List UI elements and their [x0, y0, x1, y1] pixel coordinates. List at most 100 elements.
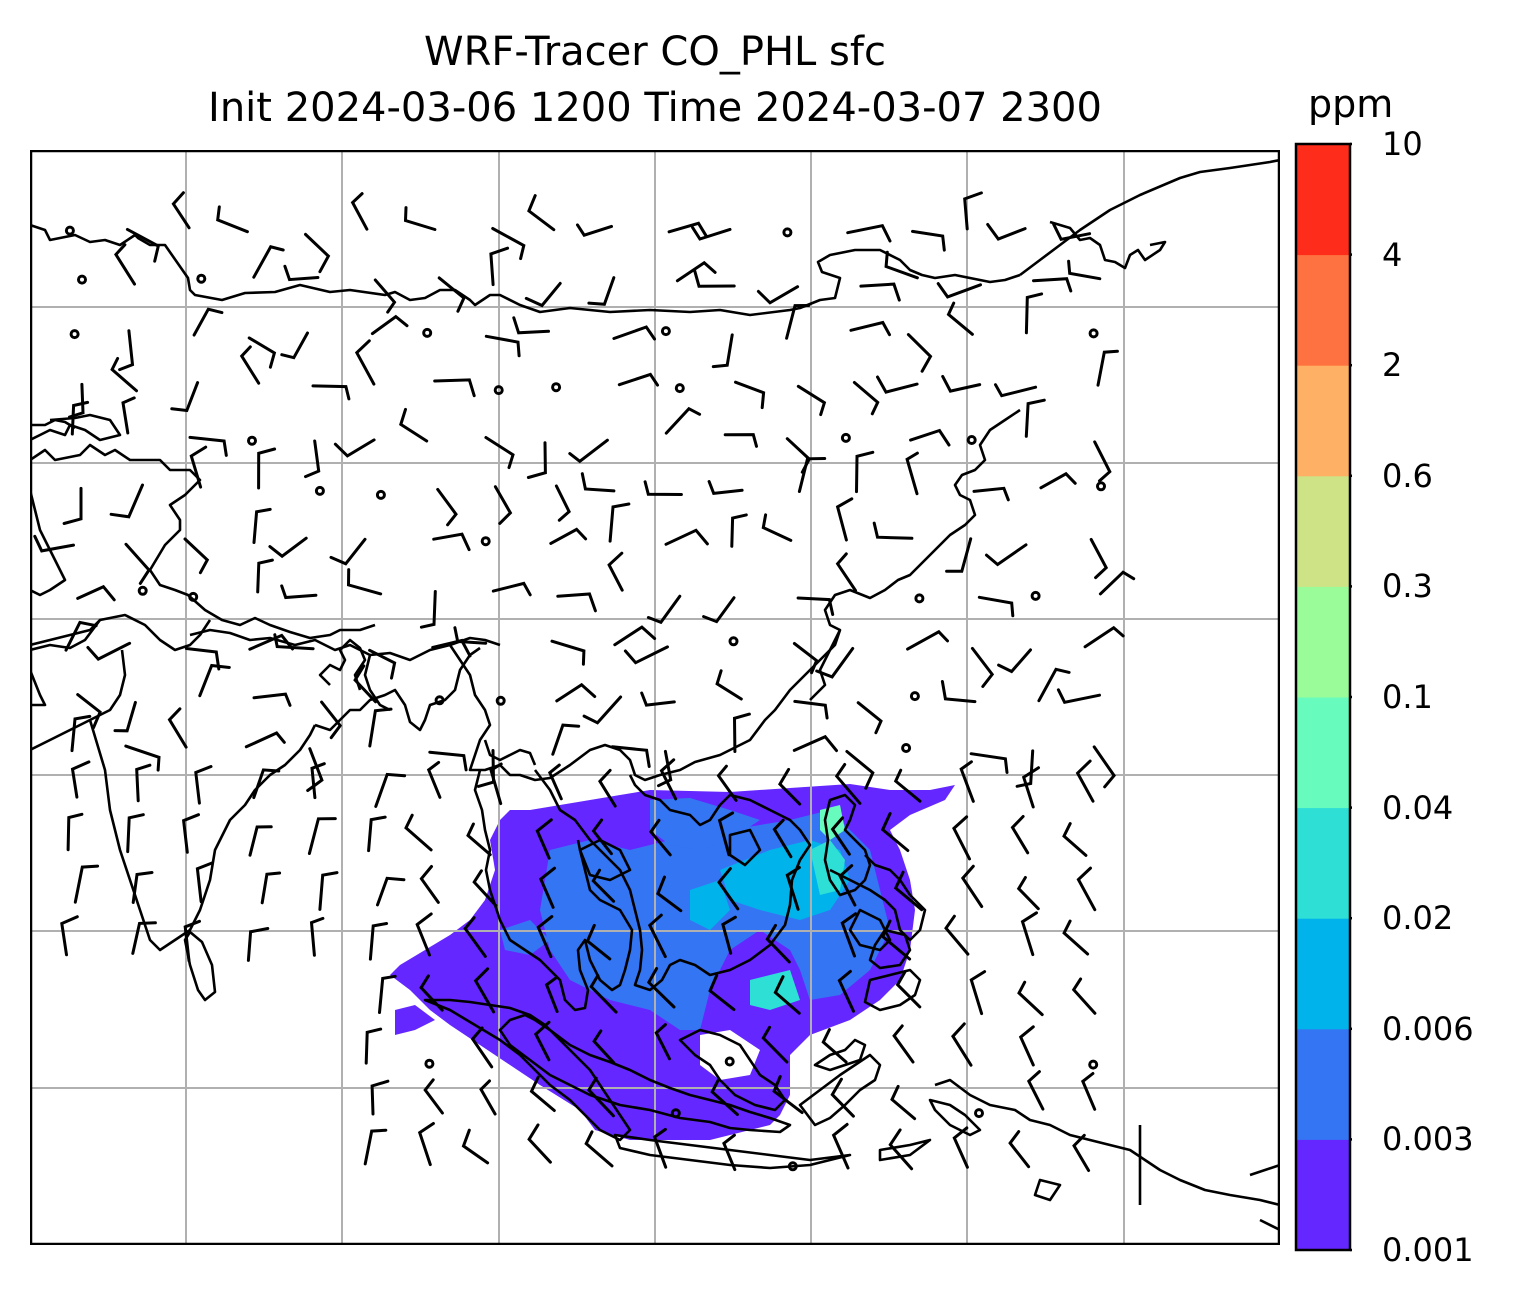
wind-barb [838, 864, 857, 907]
wind-barb [484, 334, 521, 358]
wind-barb [170, 381, 200, 413]
calm-wind-circles [64, 225, 1106, 1172]
wind-barb [194, 765, 213, 805]
wind-barb [721, 915, 737, 955]
wind-barb [892, 1024, 915, 1064]
wind-barb [959, 760, 975, 803]
colorbar-tick-label: 0.006 [1382, 1009, 1474, 1048]
wind-barb [370, 314, 409, 336]
wind-barb [188, 435, 228, 457]
wind-barb [125, 227, 161, 263]
wind-barb [994, 383, 1038, 398]
wind-barb [646, 967, 676, 1009]
calm-wind-circle [787, 1161, 798, 1172]
calm-wind-circle [674, 383, 685, 394]
chart-title: WRF-Tracer CO_PHL sfc [424, 29, 886, 75]
wind-barb [732, 712, 751, 753]
wind-barb [1016, 876, 1040, 911]
wind-barb [1076, 866, 1097, 912]
wind-barb [461, 1128, 490, 1165]
wind-barb [837, 969, 855, 1013]
wind-barb [772, 1075, 804, 1115]
wind-barb [538, 866, 556, 909]
calm-wind-circle [188, 591, 199, 602]
wind-barb [734, 380, 766, 410]
colorbar-segment [1296, 586, 1350, 698]
wind-barb [556, 592, 597, 613]
wind-barb [1080, 1072, 1097, 1111]
colorbar-segment [1296, 475, 1350, 587]
wind-barb [246, 927, 270, 962]
calm-wind-circle [137, 585, 148, 596]
wind-barb [547, 763, 563, 801]
wind-barb [310, 762, 326, 800]
wind-barb [62, 486, 83, 525]
wind-barb [368, 922, 389, 961]
wind-barb [765, 923, 791, 964]
colorbar-tick-label: 4 [1382, 235, 1403, 274]
colorbar-tick-label: 0.04 [1382, 788, 1454, 827]
wind-barb [555, 682, 597, 703]
colorbar-tick-label: 0.3 [1382, 567, 1433, 606]
wind-barb [952, 815, 971, 861]
wind-barb [1092, 745, 1116, 789]
wind-barb [587, 1076, 615, 1118]
wind-barb [1052, 222, 1092, 241]
wind-barb [484, 436, 515, 470]
wind-barb [318, 871, 339, 911]
calm-wind-circle [782, 227, 793, 238]
wind-barb [617, 372, 659, 387]
wind-barb [76, 693, 102, 730]
calm-wind-circle [660, 326, 671, 337]
wind-barb [977, 595, 1015, 618]
wind-barb [909, 428, 951, 447]
wind-barb [1096, 349, 1119, 387]
wind-barb [717, 867, 740, 911]
wind-barb [707, 480, 744, 496]
colorbar-segment [1296, 807, 1350, 919]
wind-barb [473, 967, 496, 1014]
calm-wind-circle [1088, 328, 1099, 339]
map-frame [29, 149, 1281, 1246]
wind-barb [124, 542, 151, 585]
colorbar-segment [1296, 697, 1350, 809]
wind-barb [656, 875, 683, 913]
wind-barb [171, 191, 191, 230]
wind-barb [895, 970, 922, 1009]
wind-barb [368, 648, 397, 680]
wind-barb [493, 485, 513, 525]
wind-barb [404, 813, 433, 852]
wind-barb [830, 1077, 855, 1118]
wind-barb [60, 915, 79, 957]
wind-barb [598, 768, 617, 808]
wind-barb [1039, 471, 1077, 490]
wind-barb [533, 1020, 551, 1062]
wind-barb [1083, 625, 1125, 649]
wind-barb [367, 815, 387, 853]
wind-barb [131, 921, 157, 955]
wind-barb [830, 816, 851, 856]
wind-barb [195, 861, 214, 904]
calm-wind-circle [974, 1108, 984, 1119]
wind-barb [527, 194, 556, 232]
wind-barb [350, 192, 369, 231]
wind-barb [723, 433, 758, 448]
wind-barb [1020, 911, 1038, 957]
wind-barb [884, 250, 919, 280]
colorbar-tick-label: 0.1 [1382, 678, 1433, 716]
wind-barb [1010, 815, 1030, 855]
wind-barb [664, 528, 709, 546]
wind-barb [693, 269, 736, 288]
wind-barb [664, 406, 702, 435]
colorbar-tick-label: 0.02 [1382, 899, 1454, 938]
wind-barb [589, 974, 618, 1014]
wind-barb [607, 551, 624, 592]
colorbar-tick-label: 2 [1382, 346, 1403, 385]
wind-barb [320, 700, 343, 740]
wind-barb [893, 768, 922, 803]
calm-wind-circle [914, 593, 925, 604]
wind-barb [691, 226, 732, 241]
wind-barb [711, 333, 734, 369]
calm-wind-circle [314, 485, 325, 496]
wind-barb [239, 345, 261, 385]
